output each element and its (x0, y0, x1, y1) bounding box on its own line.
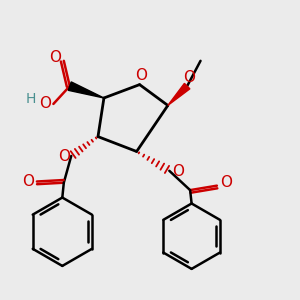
Text: O: O (22, 174, 34, 189)
Text: O: O (135, 68, 147, 82)
Text: O: O (58, 149, 70, 164)
Polygon shape (68, 82, 104, 98)
Text: O: O (220, 175, 232, 190)
Text: H: H (26, 92, 36, 106)
Text: O: O (183, 70, 195, 85)
Text: O: O (39, 96, 51, 111)
Text: O: O (50, 50, 61, 65)
Polygon shape (168, 83, 190, 105)
Text: O: O (172, 164, 184, 179)
